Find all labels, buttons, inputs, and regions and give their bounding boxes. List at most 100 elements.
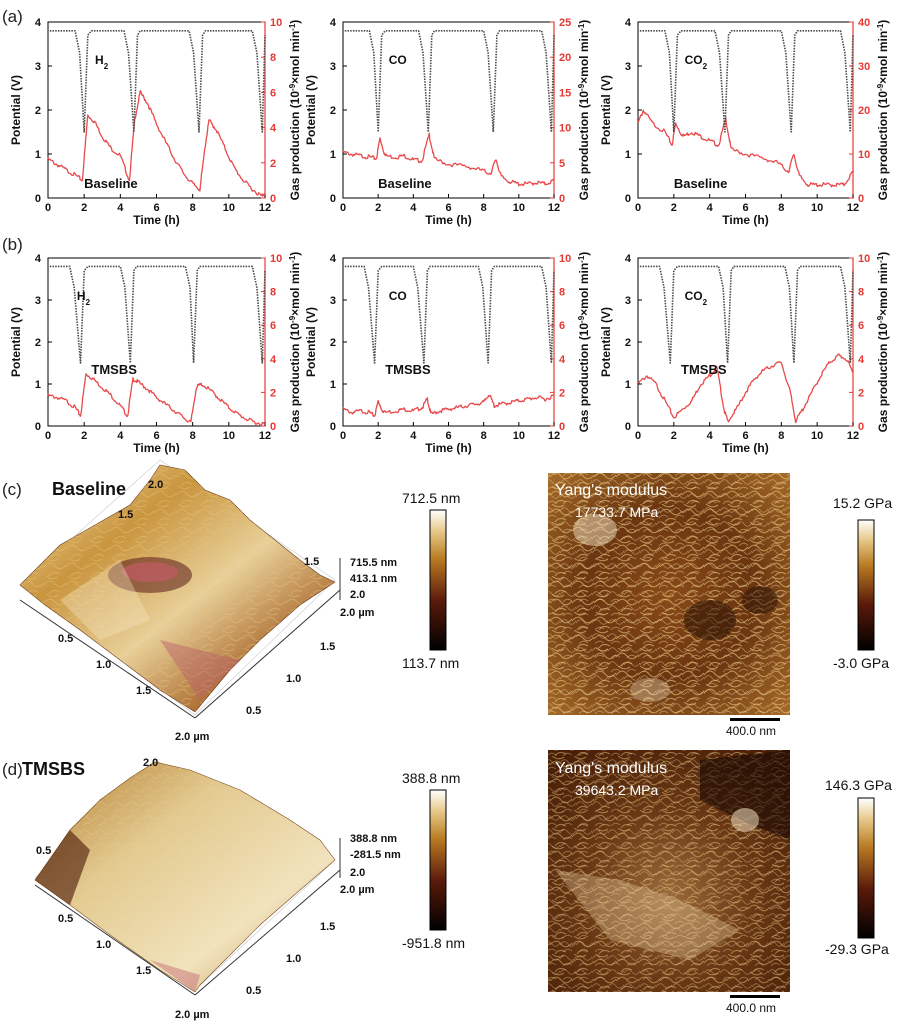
afm-d-y-tick: 1.5 — [136, 965, 151, 977]
x-tick-label: 10 — [223, 202, 235, 214]
y-right-tick-label: 10 — [559, 123, 571, 135]
y-right-tick-label: 4 — [858, 354, 865, 366]
afm-d-3d-surface: TMSBS 2.0 0.5 388.8 nm -281.5 nm 2.0 2.0… — [22, 757, 401, 1021]
x-tick-label: 12 — [259, 430, 271, 442]
x-tick-label: 4 — [117, 430, 124, 442]
x-tick-label: 4 — [410, 430, 417, 442]
x-tick-label: 8 — [190, 202, 196, 214]
x-tick-label: 2 — [81, 430, 87, 442]
x-axis-label: Time (h) — [133, 213, 179, 227]
x-tick-label: 0 — [635, 430, 641, 442]
x-tick-label: 8 — [778, 430, 784, 442]
x-tick-label: 4 — [707, 430, 714, 442]
y-left-tick-label: 2 — [35, 337, 41, 349]
y-left-tick-label: 1 — [625, 379, 631, 391]
y-right-tick-label: 2 — [559, 387, 565, 399]
x-tick-label: 6 — [445, 202, 451, 214]
afm-d-label-2-0-top: 2.0 — [143, 757, 158, 769]
x-tick-label: 10 — [223, 430, 235, 442]
gas-production-series — [637, 353, 854, 424]
y-right-axis-label: Gas production (10-9×mol min-1) — [288, 20, 303, 201]
potential-series — [49, 29, 266, 133]
gas-type-label: CO — [389, 53, 407, 67]
plot-frame — [342, 21, 555, 199]
afm-c-scale-bar-label: 400.0 nm — [726, 724, 776, 738]
x-tick-label: 6 — [153, 430, 159, 442]
x-tick-label: 2 — [671, 430, 677, 442]
y-right-tick-label: 10 — [270, 17, 282, 29]
y-right-axis-label: Gas production (10-9×mol min-1) — [288, 252, 303, 433]
x-tick-label: 6 — [153, 202, 159, 214]
y-right-tick-label: 8 — [559, 287, 565, 299]
x-tick-label: 8 — [481, 202, 487, 214]
x-tick-label: 10 — [811, 430, 823, 442]
y-left-tick-label: 2 — [625, 337, 631, 349]
afm-d-height-min: -951.8 nm — [402, 935, 465, 951]
y-left-axis-label: Potential (V) — [304, 75, 318, 145]
afm-d-label-2-0um-right: 2.0 µm — [340, 884, 375, 896]
potential-series — [639, 265, 854, 364]
sample-label: Baseline — [84, 176, 137, 191]
potential-series — [639, 29, 854, 133]
x-tick-label: 12 — [548, 430, 560, 442]
y-left-tick-label: 1 — [35, 379, 41, 391]
afm-c-label-2-0-right: 2.0 — [350, 589, 365, 601]
x-tick-label: 12 — [259, 202, 271, 214]
y-left-axis-label: Potential (V) — [9, 75, 23, 145]
y-right-tick-label: 5 — [559, 158, 565, 170]
y-left-axis-label: Potential (V) — [599, 307, 613, 377]
x-tick-label: 4 — [707, 202, 714, 214]
y-right-tick-label: 10 — [858, 149, 870, 161]
y-left-tick-label: 4 — [625, 17, 632, 29]
y-right-axis-label: Gas production (10-9×mol min-1) — [876, 252, 891, 433]
gas-production-series — [637, 109, 854, 188]
afm-c-height-min: 113.7 nm — [402, 655, 459, 671]
afm-c-z-max: 715.5 nm — [350, 557, 397, 569]
afm-d-x-tick: 1.0 — [286, 953, 301, 965]
afm-c-y-tick: 1.0 — [96, 659, 111, 671]
afm-c-modulus-min: -3.0 GPa — [833, 655, 889, 671]
y-right-tick-label: 10 — [270, 253, 282, 265]
y-right-tick-label: 10 — [559, 253, 571, 265]
y-left-tick-label: 3 — [330, 295, 336, 307]
y-right-tick-label: 0 — [858, 193, 864, 205]
x-tick-label: 12 — [548, 202, 560, 214]
afm-c-sample-label: Baseline — [52, 479, 126, 499]
y-right-axis-label: Gas production (10-9×mol min-1) — [577, 20, 592, 201]
y-left-tick-label: 0 — [330, 421, 336, 433]
afm-c-z-mid: 413.1 nm — [350, 573, 397, 585]
y-left-tick-label: 4 — [330, 17, 337, 29]
y-right-tick-label: 0 — [270, 421, 276, 433]
x-tick-label: 4 — [117, 202, 124, 214]
y-right-tick-label: 10 — [858, 253, 870, 265]
gas-type-label: H2 — [95, 53, 109, 71]
afm-c-height-colorbar: 712.5 nm 113.7 nm — [402, 490, 460, 671]
y-left-tick-label: 2 — [330, 337, 336, 349]
gas-type-label: CO2 — [685, 289, 708, 307]
afm-d-modulus-map: Yang's modulus 39643.2 MPa 400.0 nm — [548, 750, 790, 1015]
x-tick-label: 6 — [742, 202, 748, 214]
y-left-tick-label: 0 — [625, 193, 631, 205]
panel-label-c: (c) — [2, 480, 22, 499]
afm-c-label-2-0um-right: 2.0 µm — [340, 607, 375, 619]
y-left-tick-label: 3 — [330, 61, 336, 73]
x-tick-label: 10 — [513, 202, 525, 214]
gas-production-series — [342, 132, 555, 187]
y-left-axis-label: Potential (V) — [9, 307, 23, 377]
y-left-axis-label: Potential (V) — [599, 75, 613, 145]
afm-c-label-1-5-right: 1.5 — [304, 556, 319, 568]
afm-c-x-tick: 1.5 — [320, 641, 335, 653]
y-right-tick-label: 0 — [559, 421, 565, 433]
y-right-tick-label: 25 — [559, 17, 571, 29]
afm-c-label-2-0-top: 2.0 — [148, 479, 163, 491]
x-tick-label: 8 — [778, 202, 784, 214]
sample-label: Baseline — [674, 176, 727, 191]
y-right-tick-label: 6 — [270, 87, 276, 99]
y-right-tick-label: 6 — [858, 320, 864, 332]
afm-c-y-tick: 0.5 — [58, 633, 73, 645]
y-left-tick-label: 1 — [330, 149, 336, 161]
